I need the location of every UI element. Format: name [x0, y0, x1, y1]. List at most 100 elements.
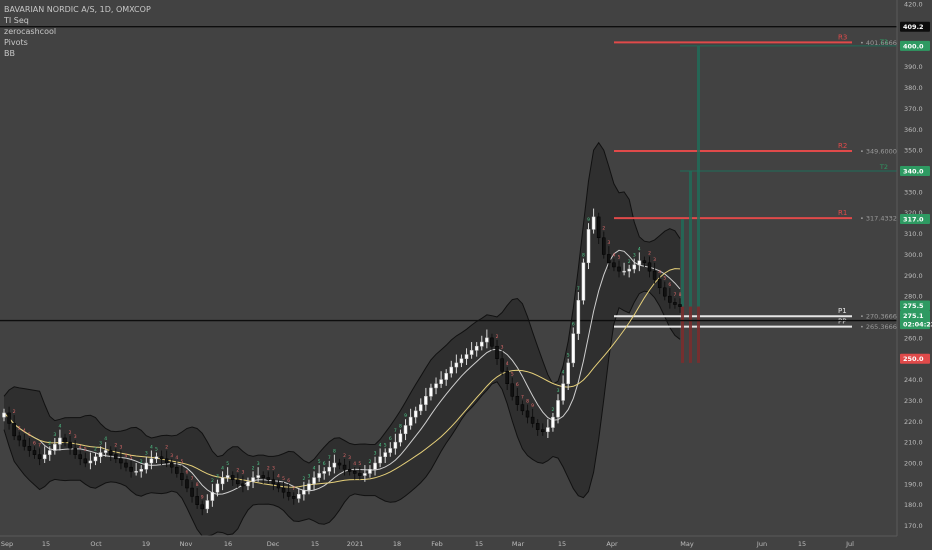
td-seq-mark-up: 5 [155, 447, 158, 453]
candle-body [47, 450, 52, 455]
candle-body [307, 483, 311, 491]
candle-body [525, 410, 530, 418]
td-seq-mark-down: 3 [119, 444, 122, 450]
target-label-t3: T3 [879, 38, 888, 46]
pivot-lines: R3 • 401.66666 R2 • 349.60006 R1 • 317.43326 P… [614, 33, 901, 331]
indicator-ti-seq[interactable]: TI Seq [4, 16, 29, 25]
candle-body [327, 466, 332, 472]
candle-body [12, 423, 16, 437]
td-seq-mark-down: 3 [653, 257, 656, 263]
td-seq-mark-up: 3 [145, 451, 148, 457]
td-seq-mark-down: 5 [130, 455, 133, 461]
candle-body [149, 458, 154, 464]
td-seq-mark-up: 4 [104, 436, 107, 442]
candle-body [266, 477, 271, 480]
candle-body [632, 264, 637, 270]
price-tick-label: 310.0 [904, 230, 923, 238]
candle-body [210, 491, 215, 501]
candle-body [474, 345, 479, 351]
td-seq-mark-up: 4 [313, 465, 316, 471]
candle-body [464, 354, 469, 359]
td-seq-mark-down: 3 [170, 453, 173, 459]
price-tick-label: 320.0 [904, 209, 923, 217]
bollinger-bands [3, 141, 681, 537]
candle-body [119, 458, 123, 464]
price-axis[interactable]: 420.0410.0390.0380.0370.0360.0350.0330.0… [896, 0, 932, 550]
price-tick-label: 330.0 [904, 188, 923, 196]
td-seq-mark-up: 9 [587, 217, 590, 223]
candle-body [200, 504, 204, 510]
ma-slow-line [3, 268, 681, 488]
td-seq-mark-down: 5 [358, 461, 361, 467]
indicator-zerocashcool[interactable]: zerocashcool [4, 27, 57, 36]
price-level-badge [900, 213, 930, 224]
pivot-value-r1: • 317.43326 [860, 215, 901, 223]
candle-body [622, 270, 626, 273]
time-tick-label: Dec [267, 540, 280, 548]
td-seq-mark-up: 3 [374, 451, 377, 457]
price-tick-label: 260.0 [904, 334, 923, 342]
td-seq-mark-up: 5 [318, 459, 321, 465]
td-seq-mark-down: 7 [521, 394, 524, 400]
td-seq-mark-down: 3 [607, 240, 610, 246]
td-seq-mark-down: 2 [343, 453, 346, 459]
pivot-value-pp: • 265.36666 [860, 323, 901, 331]
candle-body [27, 446, 32, 451]
candle-body [93, 456, 98, 462]
price-tick-label: 380.0 [904, 84, 923, 92]
time-tick-label: 16 [224, 540, 232, 548]
time-tick-label: 2021 [347, 540, 364, 548]
candle-body [205, 500, 210, 510]
candle-body [108, 450, 113, 455]
td-seq-mark-down: 5 [180, 459, 183, 465]
td-seq-mark-up: 8 [582, 253, 585, 259]
td-seq-mark-down: 9 [201, 495, 204, 501]
td-seq-mark-up: 2 [211, 478, 214, 484]
candle-body [591, 216, 596, 230]
candle-body [647, 262, 652, 272]
indicator-bb[interactable]: BB [4, 49, 15, 58]
candle-body [642, 260, 647, 264]
candle-body [251, 477, 255, 483]
indicator-pivots[interactable]: Pivots [4, 38, 28, 47]
chart-legend: BAVARIAN NORDIC A/S, 1D, OMXCOP TI Seq z… [4, 4, 151, 59]
candle-body [261, 475, 265, 478]
candle-body [32, 450, 37, 455]
symbol-title[interactable]: BAVARIAN NORDIC A/S, 1D, OMXCOP [4, 5, 151, 14]
td-seq-mark-up: 4 [638, 246, 641, 252]
td-seq-mark-up: 6 [389, 436, 392, 442]
candle-body [230, 475, 235, 480]
candle-body [139, 469, 143, 472]
time-axis[interactable]: Sep 15 Oct 19 Nov 16 Dec 15 2021 18 Feb 15 Mar 15 Apr M… [0, 535, 897, 550]
td-seq-mark-up: 4 [562, 369, 565, 375]
price-level-badge [900, 21, 930, 32]
candle-body [88, 460, 93, 464]
candle-body [124, 462, 128, 468]
td-seq-mark-down: 4 [506, 361, 509, 367]
time-tick-label: 18 [393, 540, 401, 548]
td-seq-mark-up: 6 [572, 321, 575, 327]
candle-body [322, 471, 326, 474]
time-tick-label: 15 [798, 540, 806, 548]
td-seq-mark-up: 3 [99, 440, 102, 446]
candle-body [352, 471, 357, 474]
target-bar-up [689, 171, 692, 307]
horizontal-lines [0, 25, 897, 322]
td-seq-mark-down: 5 [28, 432, 31, 438]
td-seq-mark-up: 4 [58, 424, 61, 430]
td-seq-mark-up: 5 [384, 442, 387, 448]
td-seq-mark-down: 5 [663, 276, 666, 282]
td-seq-mark-up: 2 [628, 259, 631, 265]
candle-body [220, 477, 225, 485]
td-seq-mark-down: 8 [679, 292, 682, 298]
candle-body [413, 410, 418, 418]
time-tick-label: 15 [475, 540, 483, 548]
candle-body [215, 483, 220, 493]
candle-body [398, 433, 403, 443]
candle-body [434, 383, 438, 389]
pivot-name-r3: R3 [838, 33, 847, 41]
candle-body [286, 491, 291, 497]
candle-body [347, 469, 352, 472]
candle-body [73, 448, 77, 455]
